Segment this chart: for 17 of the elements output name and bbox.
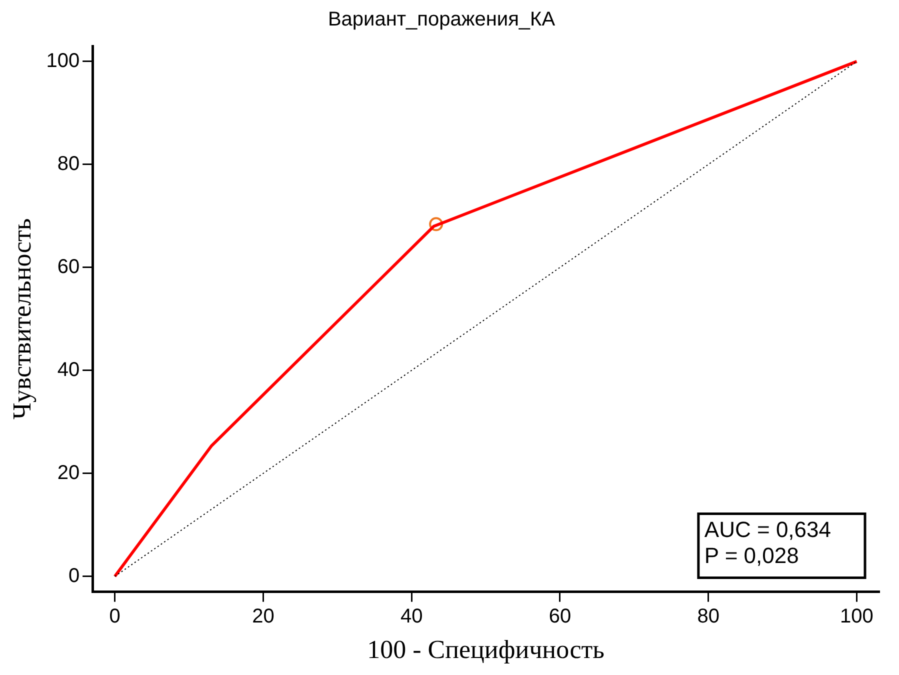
y-tick-label: 80 (57, 152, 80, 175)
chart-title: Вариант_поражения_КА (328, 8, 556, 31)
y-axis-title: Чувствительность (7, 218, 36, 420)
y-tick-label: 60 (57, 256, 80, 278)
x-tick-label: 60 (548, 605, 572, 628)
y-tick-label: 100 (46, 50, 80, 72)
y-tick-label: 20 (57, 462, 80, 484)
annotation: P = 0,028 (704, 542, 799, 568)
x-tick-label: 80 (697, 605, 720, 628)
x-tick-label: 0 (109, 605, 120, 628)
y-tick-label: 40 (57, 358, 80, 381)
x-tick-label: 20 (252, 605, 274, 628)
x-tick-label: 40 (400, 605, 423, 628)
x-tick-label: 100 (840, 605, 874, 628)
x-axis-title: 100 - Специфичность (367, 635, 605, 664)
annotation: AUC = 0,634 (704, 516, 832, 542)
y-tick-label: 0 (68, 564, 80, 587)
